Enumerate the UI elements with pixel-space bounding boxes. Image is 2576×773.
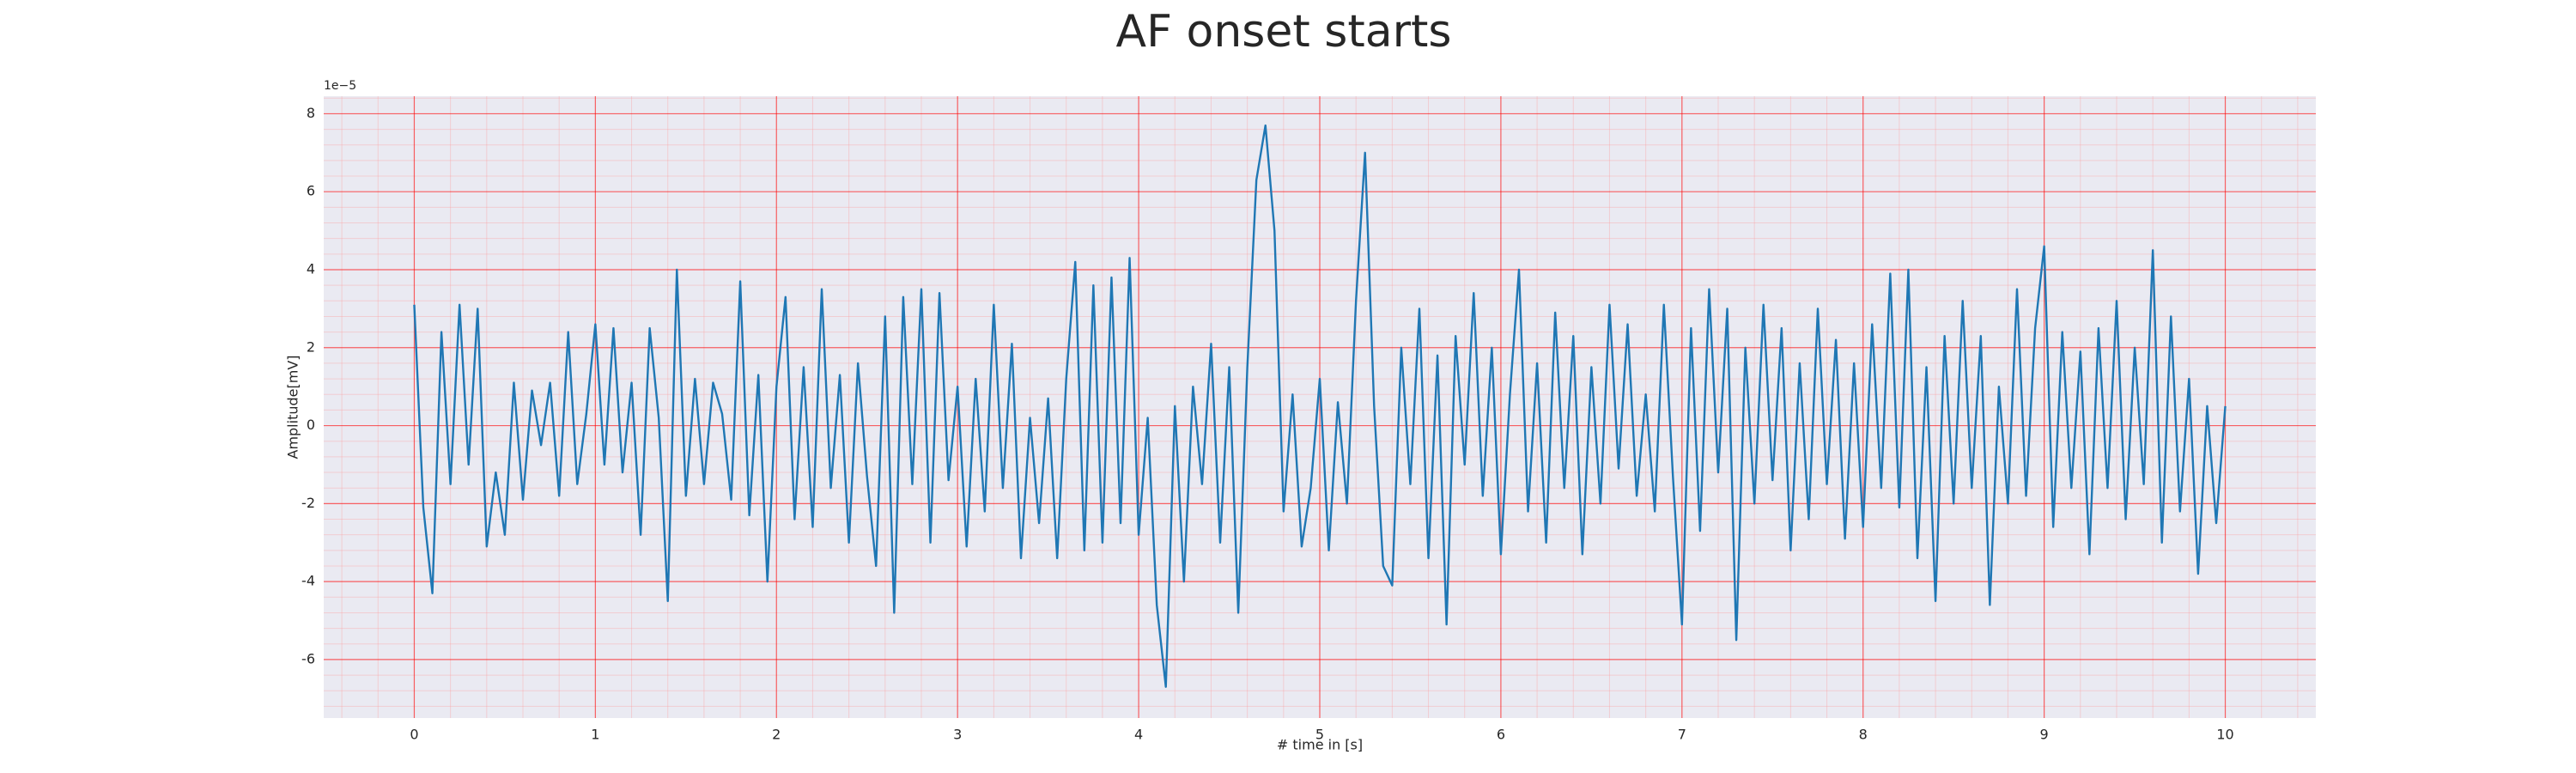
y-tick-label: 6 bbox=[307, 183, 315, 199]
x-tick-label: 0 bbox=[410, 727, 418, 743]
y-tick-label: 2 bbox=[307, 338, 315, 355]
y-tick-label: -2 bbox=[301, 495, 315, 511]
y-tick-label: 8 bbox=[307, 105, 315, 121]
x-tick-label: 9 bbox=[2040, 727, 2049, 743]
y-tick-label: 0 bbox=[307, 417, 315, 433]
y-axis-label: Amplitude[mV] bbox=[285, 355, 301, 459]
x-tick-label: 10 bbox=[2216, 727, 2233, 743]
x-tick-label: 1 bbox=[591, 727, 599, 743]
y-tick-label: -4 bbox=[301, 573, 315, 589]
x-tick-label: 5 bbox=[1315, 727, 1324, 743]
axis-offset-label: 1e−5 bbox=[324, 79, 356, 93]
x-axis-label: # time in [s] bbox=[1277, 737, 1363, 753]
y-tick-label: -6 bbox=[301, 650, 315, 666]
y-tick-label: 4 bbox=[307, 260, 315, 277]
x-tick-label: 3 bbox=[953, 727, 962, 743]
x-tick-label: 4 bbox=[1134, 727, 1143, 743]
x-tick-label: 7 bbox=[1678, 727, 1686, 743]
plot-layer: 0 1 2 3 4 5 6 7 8 9 10 -6 -4 -2 0 2 4 6 8 bbox=[301, 96, 2316, 743]
x-tick-label: 2 bbox=[772, 727, 781, 743]
x-tick-label: 6 bbox=[1497, 727, 1505, 743]
chart-title: AF onset starts bbox=[1116, 6, 1452, 58]
signal-line bbox=[413, 124, 2227, 688]
x-tick-label: 8 bbox=[1859, 727, 1868, 743]
